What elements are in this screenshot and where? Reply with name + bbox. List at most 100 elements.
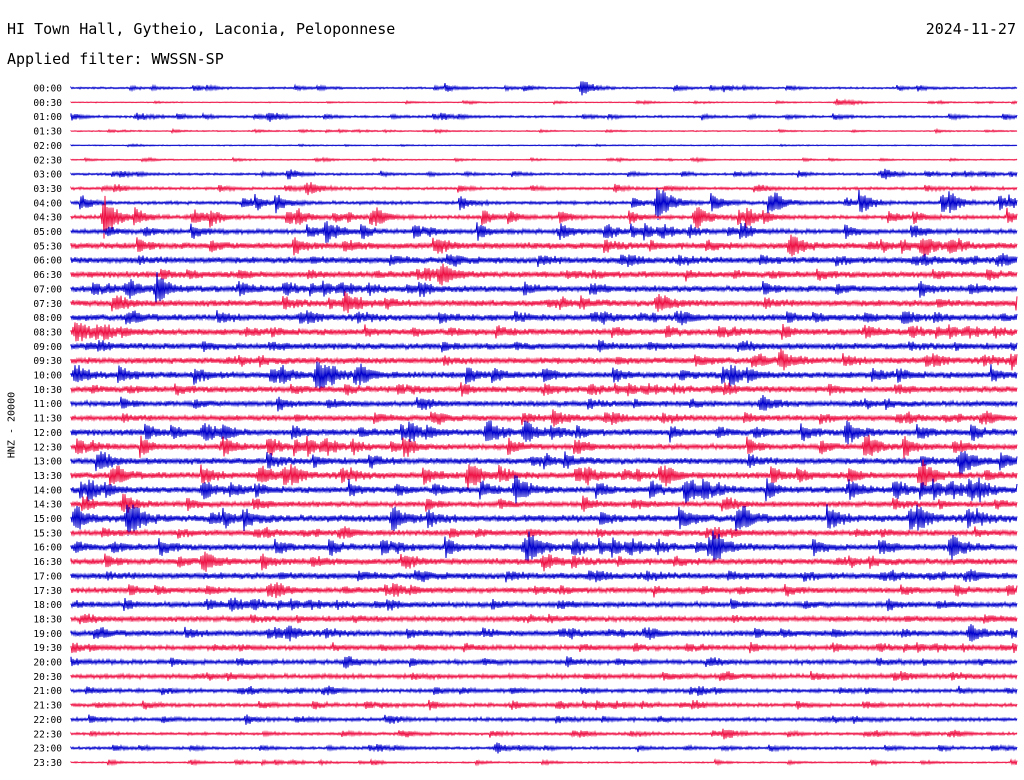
seismic-trace <box>70 526 1018 540</box>
row-time-label: 17:30 <box>33 586 62 597</box>
filter-label: Applied filter: WWSSN-SP <box>7 50 224 68</box>
seismic-trace <box>70 98 1018 107</box>
row-time-label: 02:00 <box>33 141 62 152</box>
seismic-trace <box>70 272 1018 306</box>
seismic-trace <box>70 582 1018 599</box>
row-time-label: 16:30 <box>33 557 62 568</box>
station-title: HI Town Hall, Gytheio, Laconia, Peloponn… <box>7 20 396 38</box>
row-time-label: 11:30 <box>33 414 62 425</box>
seismic-trace <box>70 361 1018 392</box>
row-time-label: 12:30 <box>33 442 62 453</box>
seismic-trace <box>70 569 1018 583</box>
seismic-trace <box>70 234 1018 257</box>
record-date: 2024-11-27 <box>925 20 1016 38</box>
row-time-label: 13:30 <box>33 471 62 482</box>
seismic-trace <box>70 291 1018 314</box>
seismic-trace <box>70 382 1018 397</box>
seismic-trace <box>70 322 1018 342</box>
seismic-trace <box>70 641 1018 654</box>
row-time-label: 09:00 <box>33 342 62 353</box>
row-time-label: 22:00 <box>33 715 62 726</box>
seismic-trace <box>70 182 1018 196</box>
row-time-label: 07:30 <box>33 299 62 310</box>
seismic-trace <box>70 504 1018 536</box>
seismic-trace <box>70 434 1018 459</box>
row-time-label: 10:00 <box>33 371 62 382</box>
seismic-trace <box>70 156 1018 164</box>
row-time-label: 18:00 <box>33 600 62 611</box>
row-time-label: 13:00 <box>33 457 62 468</box>
seismic-trace <box>70 758 1018 767</box>
row-time-label: 22:30 <box>33 729 62 740</box>
seismic-trace <box>70 699 1018 711</box>
row-time-label: 17:00 <box>33 571 62 582</box>
row-time-label: 00:00 <box>33 84 62 95</box>
row-time-label: 04:00 <box>33 198 62 209</box>
row-time-label: 14:30 <box>33 500 62 511</box>
row-time-label: 08:00 <box>33 313 62 324</box>
row-time-label: 08:30 <box>33 327 62 338</box>
row-time-label: 20:00 <box>33 658 62 669</box>
row-time-label: 07:00 <box>33 284 62 295</box>
row-time-label: 11:00 <box>33 399 62 410</box>
row-time-label: 21:00 <box>33 686 62 697</box>
row-time-label: 16:00 <box>33 543 62 554</box>
row-time-label: 20:30 <box>33 672 62 683</box>
row-time-label: 05:30 <box>33 241 62 252</box>
seismic-trace <box>70 81 1018 96</box>
row-time-label: 01:00 <box>33 112 62 123</box>
row-time-label: 15:30 <box>33 528 62 539</box>
seismic-trace <box>70 685 1018 696</box>
seismic-trace <box>70 409 1018 427</box>
row-time-label: 09:30 <box>33 356 62 367</box>
row-time-label: 05:00 <box>33 227 62 238</box>
seismic-trace <box>70 420 1018 445</box>
seismic-trace <box>70 530 1018 564</box>
row-time-label: 03:30 <box>33 184 62 195</box>
seismic-trace <box>70 670 1018 682</box>
seismic-trace <box>70 187 1018 221</box>
row-time-label: 23:00 <box>33 744 62 755</box>
row-time-label: 04:30 <box>33 213 62 224</box>
seismic-trace <box>70 263 1018 286</box>
seismic-trace <box>70 742 1018 754</box>
seismic-trace <box>70 168 1018 180</box>
seismic-trace <box>70 613 1018 625</box>
seismic-trace <box>70 394 1018 412</box>
seismic-trace <box>70 450 1018 477</box>
seismic-trace <box>70 655 1018 669</box>
seismic-trace <box>70 714 1018 725</box>
seismic-trace <box>70 221 1018 243</box>
row-time-label: 01:30 <box>33 127 62 138</box>
row-time-label: 00:30 <box>33 98 62 109</box>
seismic-trace <box>70 597 1018 612</box>
row-time-label: 19:00 <box>33 629 62 640</box>
row-time-label: 21:30 <box>33 701 62 712</box>
row-time-label: 18:30 <box>33 614 62 625</box>
seismic-trace <box>70 127 1018 135</box>
row-time-label: 06:30 <box>33 270 62 281</box>
seismic-trace <box>70 310 1018 326</box>
seismic-trace <box>70 459 1018 490</box>
row-time-label: 03:00 <box>33 170 62 181</box>
row-time-label: 14:00 <box>33 485 62 496</box>
seismic-trace <box>70 348 1018 371</box>
seismic-trace <box>70 493 1018 513</box>
row-time-label: 10:30 <box>33 385 62 396</box>
seismic-trace <box>70 143 1018 148</box>
seismic-trace <box>70 728 1018 740</box>
row-time-label: 06:00 <box>33 256 62 267</box>
seismic-trace <box>70 551 1018 572</box>
row-time-label: 19:30 <box>33 643 62 654</box>
seismic-trace <box>70 475 1018 506</box>
seismic-trace <box>70 195 1018 239</box>
row-time-label: 23:30 <box>33 758 62 769</box>
seismic-trace <box>70 624 1018 642</box>
row-time-label: 15:00 <box>33 514 62 525</box>
seismic-trace <box>70 253 1018 267</box>
row-time-label: 12:00 <box>33 428 62 439</box>
row-time-label: 02:30 <box>33 155 62 166</box>
seismic-trace <box>70 339 1018 353</box>
seismic-trace <box>70 112 1018 122</box>
